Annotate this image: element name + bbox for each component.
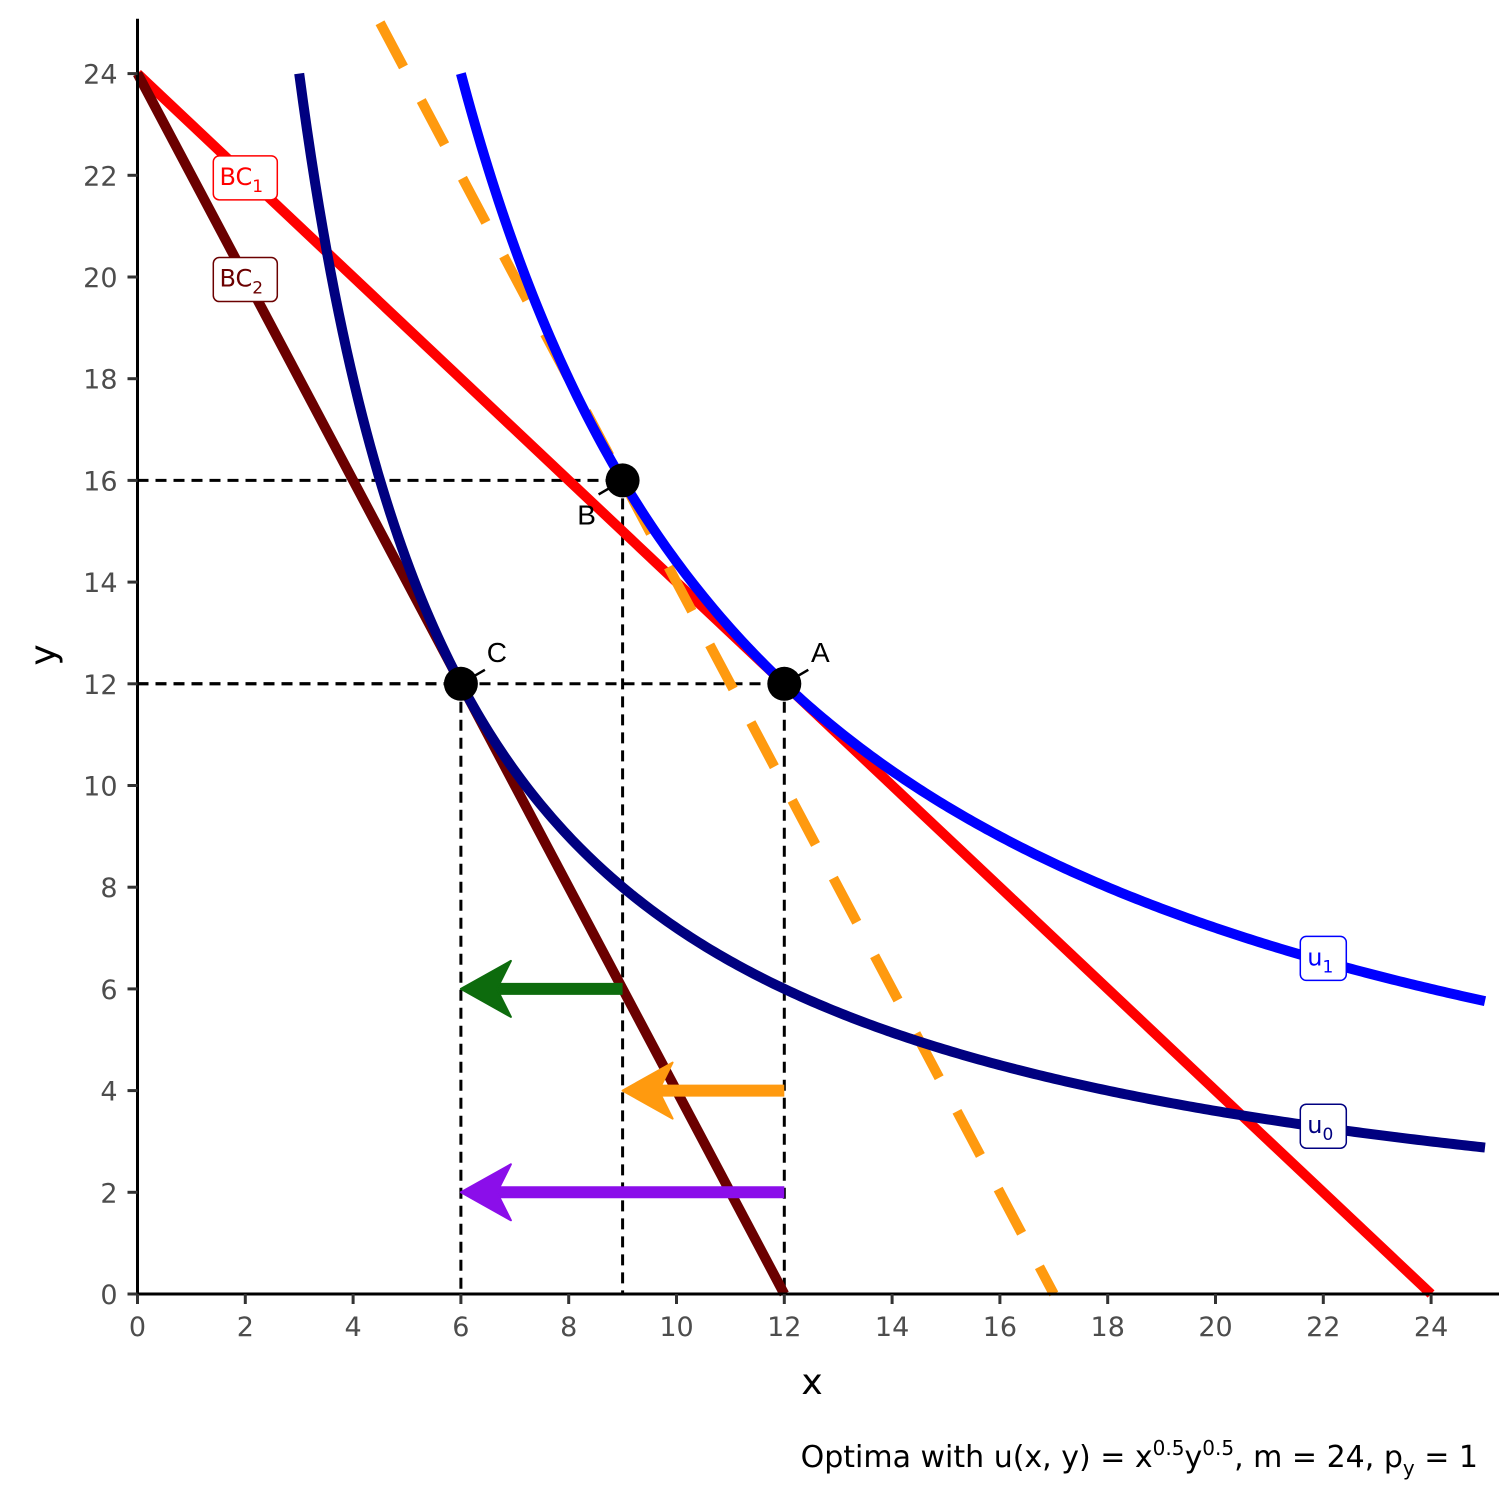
y-tick-label-18: 18 [83, 365, 117, 396]
y-tick-label-8: 8 [100, 873, 117, 904]
x-axis-title: x [801, 1362, 822, 1403]
x-tick-label-18: 18 [1091, 1312, 1125, 1343]
point-A [767, 666, 802, 701]
caption-mid: y [1184, 1440, 1202, 1475]
x-tick-label-10: 10 [659, 1312, 693, 1343]
point-C [443, 666, 478, 701]
y-axis-title: y [23, 644, 64, 665]
series-dashed-line-2 [375, 20, 1059, 1297]
tag-label-u1: u1 [1307, 943, 1333, 977]
x-tick-label-4: 4 [345, 1312, 362, 1343]
y-tick-label-16: 16 [83, 466, 117, 497]
x-tick-label-22: 22 [1306, 1312, 1340, 1343]
arrows [459, 959, 785, 1222]
x-tick-label-0: 0 [129, 1312, 146, 1343]
caption-exp2: 0.5 [1202, 1436, 1234, 1460]
tag-box-BC2 [212, 256, 279, 303]
y-tick-label-2: 2 [100, 1178, 117, 1209]
tag-label-u0: u0 [1307, 1111, 1333, 1145]
axes: 0 2 4 6 8 10 12 14 16 18 20 22 240246810121416182022… [83, 18, 1499, 1343]
tag-box-u1 [1299, 935, 1348, 982]
x-tick-label-6: 6 [452, 1312, 469, 1343]
x-tick-label-12: 12 [767, 1312, 801, 1343]
series-u0 [294, 72, 1486, 1153]
tag-label-BC2: BC2 [219, 265, 263, 299]
y-tick-label-4: 4 [100, 1077, 117, 1108]
tag-box-BC1 [212, 155, 279, 201]
labels: BC1 BC2 u1 u0 [212, 155, 1348, 1149]
y-tick-label-20: 20 [83, 263, 117, 294]
caption-after: , m = 24, p [1234, 1440, 1403, 1475]
x-tick-label-20: 20 [1198, 1312, 1232, 1343]
caption-prefix: Optima with u(x, y) = x [801, 1440, 1153, 1475]
y-tick-label-12: 12 [83, 670, 117, 701]
y-tick-label-14: 14 [83, 568, 117, 599]
y-tick-label-24: 24 [83, 60, 117, 91]
y-tick-label-10: 10 [83, 772, 117, 803]
tag-box-u0 [1299, 1103, 1348, 1149]
y-tick-label-22: 22 [83, 161, 117, 192]
caption-end: = 1 [1415, 1440, 1478, 1475]
point-label-B: B [577, 499, 596, 530]
caption-exp1: 0.5 [1153, 1436, 1185, 1460]
x-tick-label-16: 16 [983, 1312, 1017, 1343]
tag-label-BC1: BC1 [219, 163, 263, 197]
x-tick-label-2: 2 [237, 1312, 254, 1343]
points: A B C [443, 463, 830, 701]
arrow-head-2 [459, 1163, 512, 1222]
caption-sub: y [1403, 1456, 1415, 1480]
y-tick-label-0: 0 [100, 1280, 117, 1311]
caption: Optima with u(x, y) = x0.5y0.5, m = 24, … [801, 1436, 1478, 1480]
x-tick-label-24: 24 [1414, 1312, 1448, 1343]
x-tick-label-8: 8 [560, 1312, 577, 1343]
arrow-head-1 [621, 1061, 674, 1120]
point-label-C: C [487, 637, 507, 668]
y-tick-label-6: 6 [100, 975, 117, 1006]
point-B [605, 463, 640, 498]
point-label-A: A [811, 637, 830, 668]
arrow-head-0 [459, 959, 512, 1018]
x-tick-label-14: 14 [875, 1312, 909, 1343]
